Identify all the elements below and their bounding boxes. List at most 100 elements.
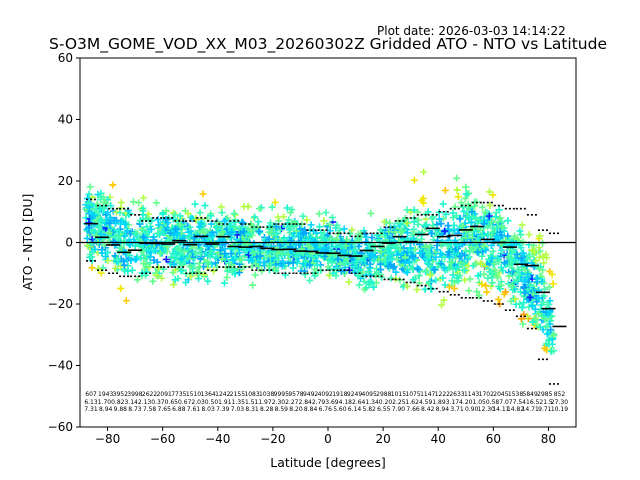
- scatter-point: [220, 279, 228, 287]
- scatter-point: [438, 301, 446, 309]
- scatter-point: [162, 216, 170, 224]
- scatter-point: [441, 186, 449, 194]
- scatter-point: [548, 270, 556, 278]
- scatter-point: [549, 280, 557, 288]
- scatter-point: [328, 213, 336, 221]
- scatter-point: [293, 251, 301, 259]
- bin-stat: 2155: [230, 391, 245, 398]
- scatter-point: [149, 277, 157, 285]
- bin-stat: 9578: [288, 391, 303, 398]
- scatter-point: [483, 288, 491, 296]
- scatter-point: [140, 194, 148, 202]
- scatter-point: [437, 220, 445, 228]
- scatter-point: [411, 245, 419, 253]
- scatter-point: [87, 240, 95, 248]
- scatter-point: [547, 347, 555, 355]
- scatter-point: [137, 254, 145, 262]
- scatter-point: [190, 233, 198, 241]
- scatter-point: [171, 211, 179, 219]
- chart-title: S-O3M_GOME_VOD_XX_M03_20260302Z Gridded …: [49, 35, 607, 54]
- scatter-point: [322, 209, 330, 217]
- scatter-point: [540, 259, 548, 267]
- scatter-point: [475, 292, 483, 300]
- scatter-point: [388, 255, 396, 263]
- scatter-point: [535, 253, 543, 261]
- scatter-point: [313, 234, 321, 242]
- bin-stat: 1.97: [258, 399, 272, 406]
- scatter-point: [321, 248, 329, 256]
- scatter-point: [89, 248, 97, 256]
- scatter-point: [171, 254, 179, 262]
- scatter-point: [143, 255, 151, 263]
- scatter-point: [288, 206, 296, 214]
- scatter-point: [400, 244, 408, 252]
- scatter-point: [539, 239, 547, 247]
- scatter-point: [370, 257, 378, 265]
- scatter-point: [149, 246, 157, 254]
- scatter-point: [223, 273, 231, 281]
- scatter-point: [266, 222, 274, 230]
- scatter-point: [352, 246, 360, 254]
- bin-stat: 5.82: [362, 406, 376, 413]
- bin-stat: 607: [85, 391, 97, 398]
- scatter-point: [170, 281, 177, 289]
- scatter-point: [437, 260, 445, 268]
- scatter-point: [518, 304, 526, 312]
- scatter-point: [525, 303, 533, 311]
- scatter-point: [548, 335, 556, 343]
- scatter-point: [273, 250, 281, 258]
- scatter-point: [524, 270, 532, 278]
- scatter-point: [529, 301, 537, 309]
- scatter-point: [516, 288, 524, 296]
- scatter-point: [541, 344, 549, 352]
- scatter-point: [230, 218, 238, 226]
- scatter-point: [91, 229, 99, 237]
- scatter-point: [131, 256, 139, 264]
- scatter-point: [93, 200, 101, 208]
- bin-stat: 852: [554, 391, 566, 398]
- scatter-point: [204, 258, 212, 266]
- scatter-point: [254, 218, 262, 226]
- scatter-point: [404, 229, 412, 237]
- scatter-point: [547, 326, 555, 334]
- scatter-point: [519, 249, 527, 257]
- scatter-point: [340, 225, 348, 233]
- scatter-point: [173, 231, 181, 239]
- scatter-point: [265, 235, 273, 243]
- scatter-point: [82, 205, 90, 213]
- scatter-point: [480, 270, 488, 278]
- bin-stat: 8.31: [245, 406, 259, 413]
- y-tick-label: 60: [58, 51, 73, 65]
- bin-stat: 12.30: [478, 406, 495, 413]
- scatter-point: [392, 268, 400, 276]
- scatter-point: [486, 188, 494, 196]
- scatter-point: [131, 229, 139, 237]
- bin-stat: 1.35: [232, 399, 246, 406]
- scatter-point: [384, 229, 392, 237]
- scatter-point: [207, 212, 215, 220]
- scatter-point: [156, 249, 164, 257]
- scatter-point: [548, 312, 556, 320]
- bin-stat: 7.58: [143, 406, 157, 413]
- bin-stat: 6.14: [348, 406, 362, 413]
- scatter-point: [228, 261, 236, 269]
- scatter-point: [370, 283, 378, 291]
- scatter-point: [484, 216, 492, 224]
- scatter-point: [464, 213, 472, 221]
- scatter-point: [200, 271, 208, 279]
- bin-stat: 9995: [274, 391, 289, 398]
- scatter-point: [410, 218, 418, 226]
- scatter-point: [481, 262, 489, 270]
- scatter-point: [378, 273, 386, 281]
- scatter-point: [531, 248, 539, 256]
- scatter-point: [456, 272, 464, 280]
- scatter-point: [197, 250, 205, 258]
- scatter-point: [122, 297, 130, 305]
- bin-stat: 7.54: [513, 399, 527, 406]
- scatter-point: [518, 259, 526, 267]
- scatter-point: [416, 249, 424, 257]
- scatter-point: [535, 244, 543, 252]
- scatter-point: [88, 235, 96, 243]
- scatter-point: [505, 272, 513, 280]
- scatter-point: [177, 230, 185, 238]
